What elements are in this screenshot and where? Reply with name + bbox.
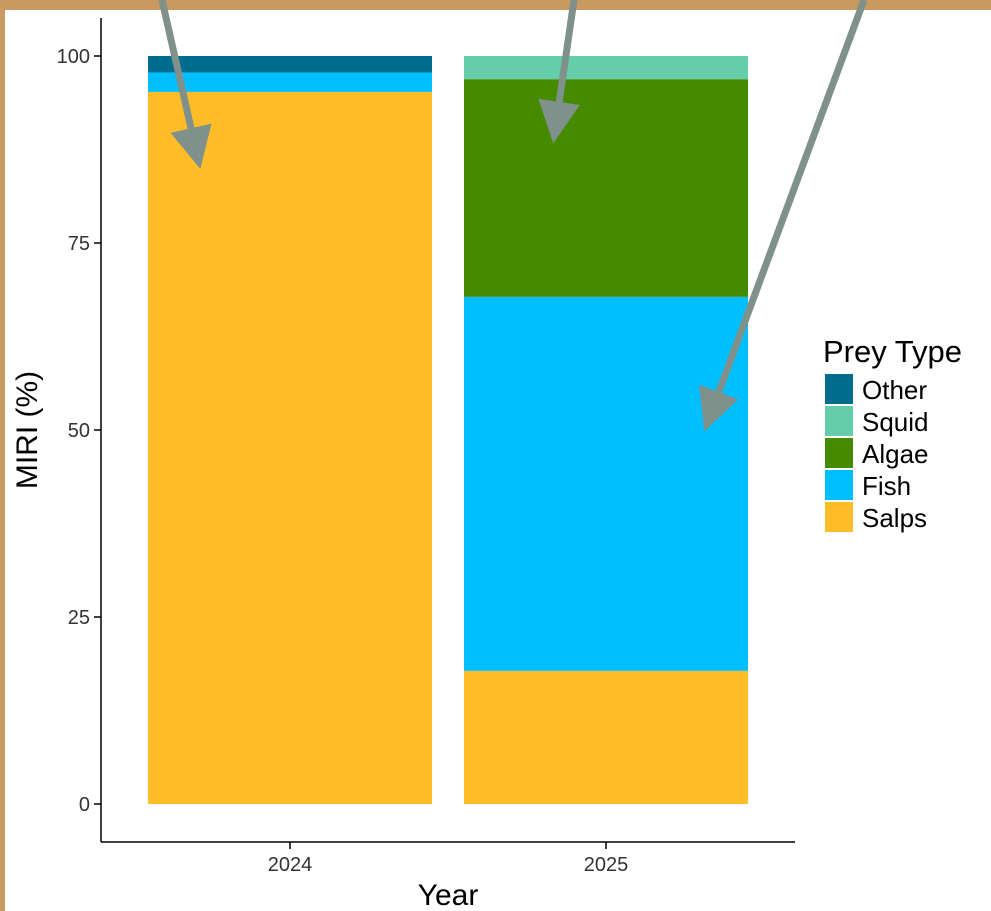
x-tick-label: 2025 — [584, 854, 629, 876]
y-tick-label: 100 — [57, 46, 90, 68]
y-tick-label: 50 — [68, 420, 90, 442]
legend-label-fish: Fish — [862, 471, 911, 501]
legend-swatch-salps — [825, 502, 853, 532]
bar-2024-fish — [148, 72, 432, 92]
bar-2025-fish — [464, 296, 748, 671]
x-ticks: 2024 2025 — [268, 842, 629, 876]
x-tick-label: 2024 — [268, 854, 313, 876]
legend-label-other: Other — [862, 375, 927, 405]
bar-2024-other — [148, 56, 432, 73]
legend-label-algae: Algae — [862, 439, 929, 469]
legend-label-squid: Squid — [862, 407, 929, 437]
legend-title: Prey Type — [823, 334, 962, 369]
y-axis-title: MIRI (%) — [11, 371, 44, 489]
y-tick-label: 75 — [68, 233, 90, 255]
annotation-arrow-2025-algae — [538, 0, 581, 144]
legend-label-salps: Salps — [862, 503, 927, 533]
legend-swatch-fish — [825, 470, 853, 500]
legend-swatch-squid — [825, 406, 853, 436]
legend-swatch-other — [825, 374, 853, 404]
annotation-arrow-2025-fish — [699, 0, 868, 432]
annotation-arrow-2024-salps — [158, 0, 212, 170]
y-ticks: 0 25 50 75 100 — [57, 46, 101, 816]
bar-2025-algae — [464, 79, 748, 297]
x-axis-title: Year — [418, 879, 479, 911]
legend-swatch-algae — [825, 438, 853, 468]
bar-2025-squid — [464, 56, 748, 80]
y-tick-label: 0 — [79, 794, 90, 816]
bar-2024-salps — [148, 91, 432, 805]
bars-layer — [148, 56, 748, 805]
bar-2025-salps — [464, 670, 748, 804]
y-tick-label: 25 — [68, 607, 90, 629]
annotation-arrows — [158, 0, 868, 432]
